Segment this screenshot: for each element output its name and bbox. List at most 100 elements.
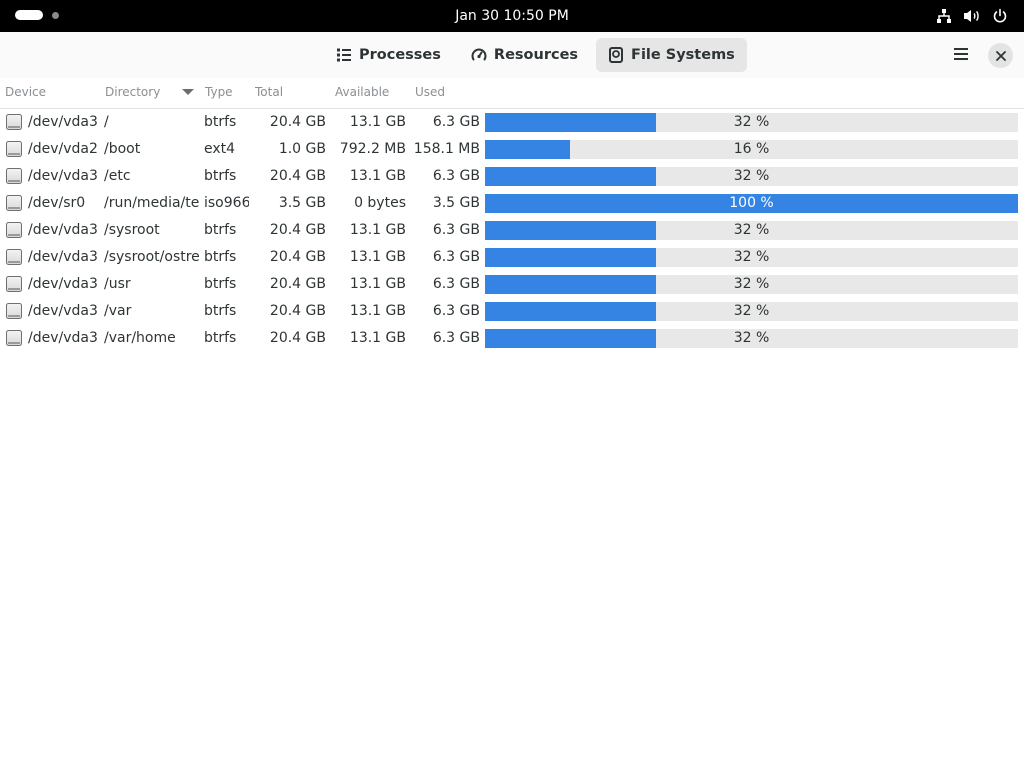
power-icon[interactable] [990,6,1010,26]
total-cell: 20.4 GB [269,114,326,130]
column-header-used[interactable]: Used [415,85,446,99]
tab-resources[interactable]: Resources [459,38,590,72]
usage-bar: 32 % [485,275,1018,294]
type-cell: ext4 [204,141,236,157]
directory-cell: /sysroot/ostre [104,249,199,265]
column-header-device[interactable]: Device [5,85,47,99]
directory-cell: /run/media/tes [104,195,199,211]
table-row[interactable]: /dev/sr0/run/media/tes iso966 3.5 GB 0 byte… [0,190,1024,217]
clock[interactable]: Jan 30 10:50 PM [455,8,569,24]
type-cell: btrfs [204,330,237,346]
table-body: /dev/vda3/btrfs 20.4 GB 13.1 GB 6.3 GB 32 % /… [0,109,1024,352]
main-menu-button[interactable] [944,42,978,68]
disk-icon [608,47,624,63]
column-header-directory[interactable]: Directory [105,85,161,99]
total-cell: 20.4 GB [269,168,326,184]
volume-icon[interactable] [962,6,982,26]
usage-bar-fill [485,167,656,186]
usage-percent-label: 32 % [733,249,770,265]
column-header-total[interactable]: Total [255,85,284,99]
usage-bar-fill [485,221,656,240]
available-cell: 13.1 GB [349,168,406,184]
drive-icon [5,167,23,185]
column-header-type[interactable]: Type [205,85,233,99]
usage-bar-fill [485,329,656,348]
table-row[interactable]: /dev/vda3/var/home btrfs 20.4 GB 13.1 GB 6.3… [0,325,1024,352]
system-tray[interactable] [934,6,1010,26]
top-bar: Jan 30 10:50 PM [0,0,1024,32]
tab-file-systems-label: File Systems [631,47,735,63]
usage-percent-label: 32 % [733,114,770,130]
directory-cell: /var/home [104,330,176,346]
drive-icon [5,302,23,320]
directory-cell: /usr [104,276,131,292]
available-cell: 0 bytes [354,195,406,211]
tab-file-systems[interactable]: File Systems [596,38,747,72]
available-cell: 13.1 GB [349,249,406,265]
usage-bar-fill [485,140,571,159]
close-button[interactable] [988,43,1013,68]
processes-list-icon [336,47,352,63]
usage-bar: 32 % [485,248,1018,267]
used-cell: 6.3 GB [432,276,480,292]
activities-button[interactable] [15,10,59,20]
usage-percent-label: 100 % [729,195,774,211]
directory-cell: /boot [104,141,141,157]
active-workspace-indicator [15,10,43,20]
column-header-available[interactable]: Available [335,85,390,99]
device-cell: /dev/vda3 [28,222,98,238]
hamburger-menu-icon [953,46,969,65]
drive-icon [5,140,23,158]
table-row[interactable]: /dev/vda3/var btrfs 20.4 GB 13.1 GB 6.3 GB 32… [0,298,1024,325]
type-cell: btrfs [204,168,237,184]
usage-bar-fill [485,248,656,267]
used-cell: 158.1 MB [413,141,480,157]
used-cell: 6.3 GB [432,303,480,319]
type-cell: btrfs [204,249,237,265]
sort-descending-icon [182,89,194,95]
tab-processes[interactable]: Processes [324,38,453,72]
device-cell: /dev/vda2 [28,141,98,157]
header-bar: Processes Resources File Systems [0,32,1024,78]
drive-icon [5,248,23,266]
device-cell: /dev/vda3 [28,249,98,265]
table-row[interactable]: /dev/vda2/boot ext4 1.0 GB 792.2 MB 158.1 MB… [0,136,1024,163]
directory-cell: /var [104,303,132,319]
table-row[interactable]: /dev/vda3/sysroot/ostre btrfs 20.4 GB 13.1 … [0,244,1024,271]
tab-processes-label: Processes [359,47,441,63]
file-systems-table: Device Directory Type Total Available Us… [0,78,1024,352]
table-row[interactable]: /dev/vda3/usr btrfs 20.4 GB 13.1 GB 6.3 GB 32… [0,271,1024,298]
table-row[interactable]: /dev/vda3/etc btrfs 20.4 GB 13.1 GB 6.3 GB 32… [0,163,1024,190]
usage-bar: 32 % [485,221,1018,240]
usage-bar: 32 % [485,167,1018,186]
total-cell: 20.4 GB [269,276,326,292]
directory-cell: / [104,114,109,130]
type-cell: btrfs [204,114,237,130]
usage-percent-label: 32 % [733,330,770,346]
drive-icon [5,113,23,131]
total-cell: 20.4 GB [269,303,326,319]
network-icon[interactable] [934,6,954,26]
available-cell: 13.1 GB [349,114,406,130]
table-header: Device Directory Type Total Available Us… [0,78,1024,109]
usage-percent-label: 32 % [733,276,770,292]
drive-icon [5,275,23,293]
type-cell: btrfs [204,303,237,319]
available-cell: 13.1 GB [349,222,406,238]
usage-percent-label: 32 % [733,303,770,319]
workspace-indicator [52,11,59,19]
available-cell: 13.1 GB [349,276,406,292]
usage-bar: 32 % [485,302,1018,321]
used-cell: 3.5 GB [432,195,480,211]
table-row[interactable]: /dev/vda3/sysroot btrfs 20.4 GB 13.1 GB 6.3 … [0,217,1024,244]
tab-resources-label: Resources [493,47,579,63]
usage-bar-fill [485,302,656,321]
drive-icon [5,221,23,239]
usage-bar: 32 % [485,329,1018,348]
table-row[interactable]: /dev/vda3 / btrfs 20.4 GB 13.1 GB 6.3 GB 32 % [0,109,1024,136]
usage-percent-label: 32 % [733,168,770,184]
device-cell: /dev/vda3 [28,303,98,319]
usage-bar-fill [485,113,656,132]
device-cell: /dev/vda3 [28,276,98,292]
usage-percent-label: 16 % [733,141,770,157]
